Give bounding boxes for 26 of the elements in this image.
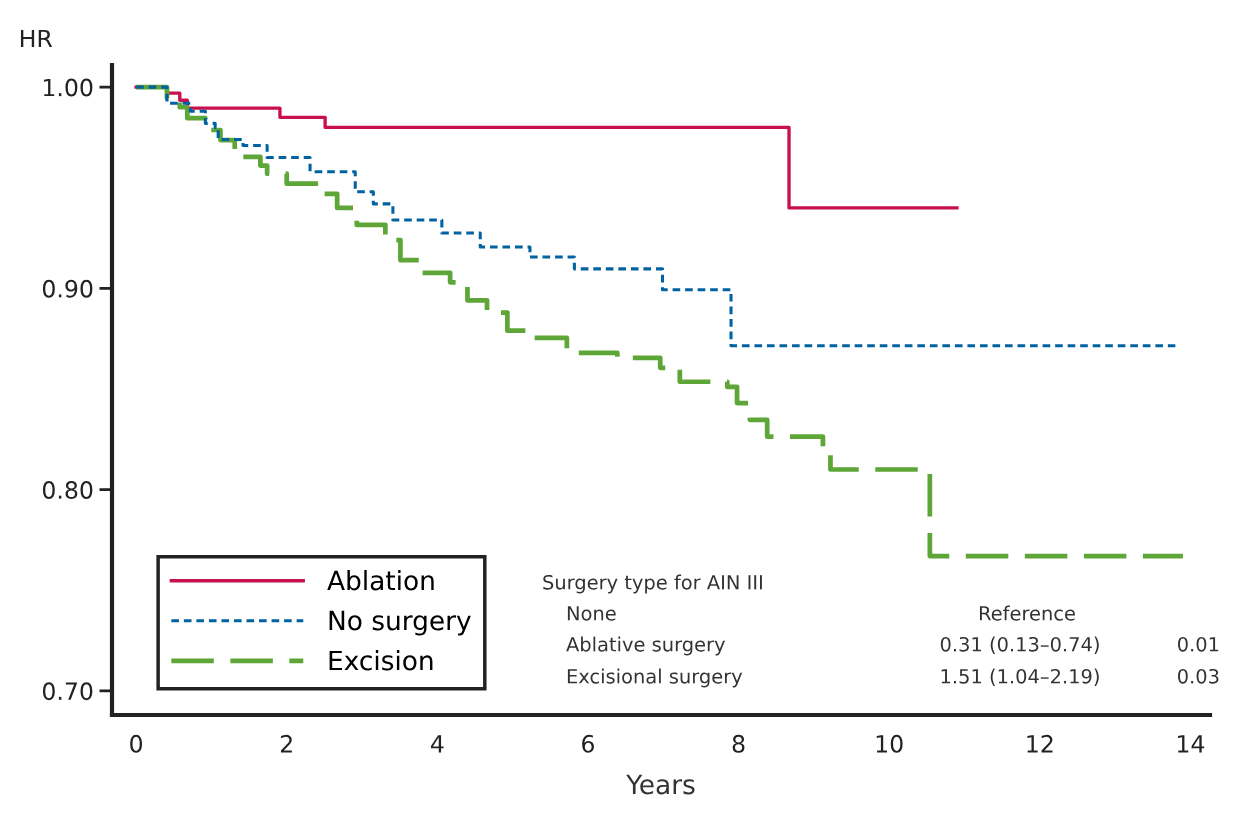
- x-tick-label: 8: [732, 734, 745, 753]
- legend-label: Ablation: [327, 569, 434, 591]
- y-tick-label: 1.00: [43, 78, 93, 97]
- legend-label: No surgery: [329, 610, 471, 636]
- x-axis-title: Years: [626, 774, 695, 795]
- y-axis-title: HR: [20, 29, 53, 48]
- annotation: Excisional surgery: [567, 668, 743, 688]
- annotation: 1.51 (1.04–2.19): [941, 668, 1099, 686]
- x-tick-label: 14: [1177, 735, 1205, 753]
- y-tick-label: 0.90: [42, 279, 93, 298]
- annotation: None: [567, 606, 616, 621]
- annotation: 0.31 (0.13–0.74): [940, 636, 1099, 654]
- annotation: Ablative surgery: [566, 636, 725, 656]
- y-tick-label: 0.70: [42, 682, 93, 701]
- annotation: 0.03: [1177, 668, 1219, 684]
- x-tick-label: 12: [1027, 734, 1053, 753]
- x-tick-label: 10: [876, 734, 903, 753]
- annotation: Surgery type for AIN III: [543, 574, 762, 594]
- y-tick-label: 0.80: [42, 481, 93, 499]
- legend-label: Excision: [329, 650, 433, 671]
- annotation: Reference: [979, 605, 1075, 621]
- annotation: 0.01: [1177, 636, 1219, 652]
- x-tick-label: 4: [430, 735, 444, 753]
- x-tick-label: 6: [582, 734, 594, 753]
- x-tick-label: 0: [130, 734, 143, 753]
- x-tick-label: 2: [280, 734, 292, 753]
